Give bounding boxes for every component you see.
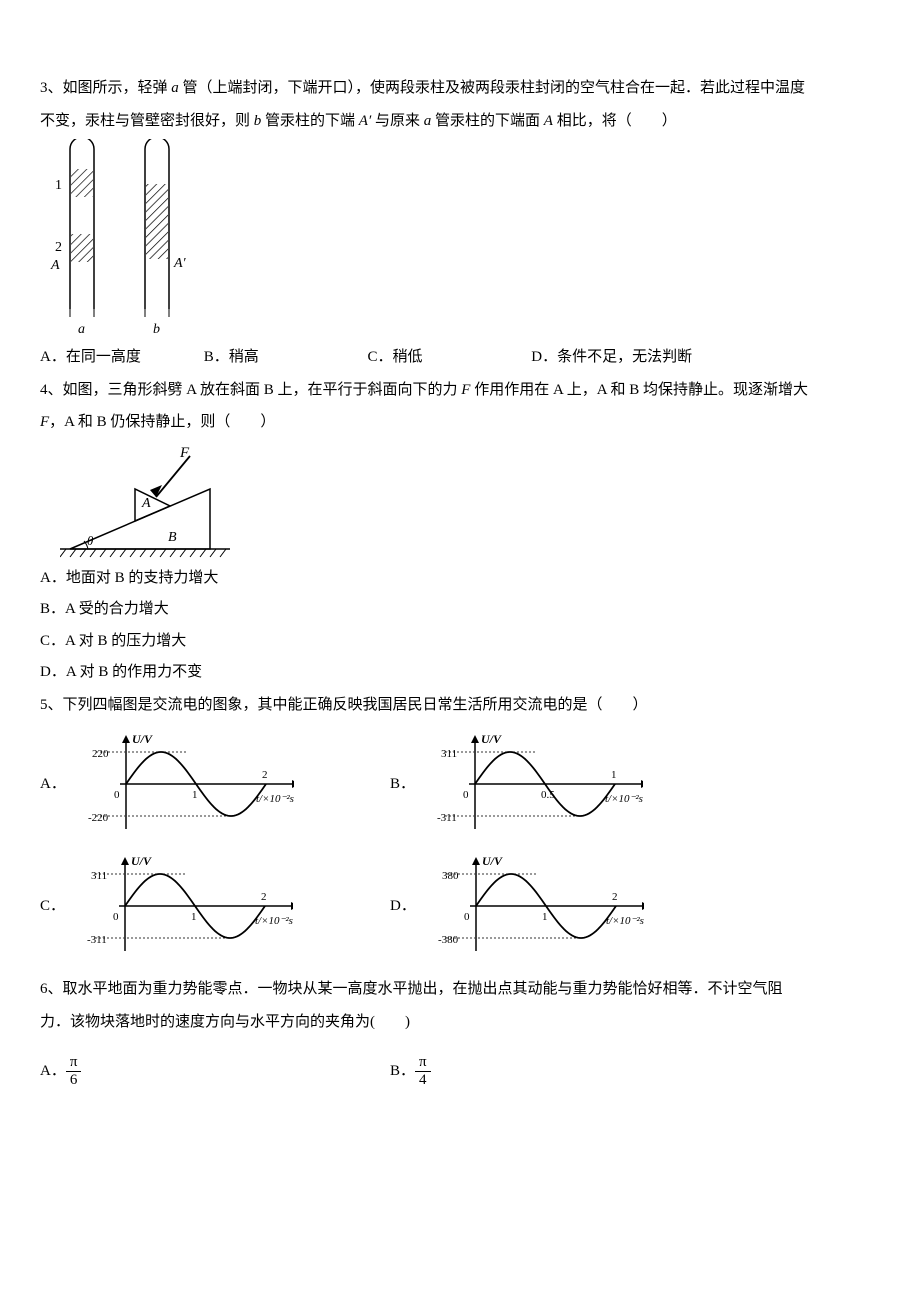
svg-text:-220: -220 <box>88 812 109 824</box>
q3-var-Ap: A′ <box>359 113 371 129</box>
svg-text:0: 0 <box>463 789 469 801</box>
q3-var-a: a <box>171 80 179 96</box>
q5-graphB: U/V t/×10⁻²s 311 -311 0 0.5 1 <box>423 729 643 839</box>
svg-text:t/×10⁻²s: t/×10⁻²s <box>606 915 644 927</box>
q6-optB-den: 4 <box>415 1072 431 1089</box>
q4-optA: A．地面对 B 的支持力增大 <box>40 564 880 593</box>
q3-text-g: 相比，将（ ） <box>553 113 677 129</box>
q4-text-b: 作用作用在 A 上，A 和 B 均保持静止。现逐渐增大 <box>470 382 808 398</box>
label-2: 2 <box>55 240 62 255</box>
tube-b: A′ b <box>145 139 187 337</box>
svg-text:t/×10⁻²s: t/×10⁻²s <box>256 793 294 805</box>
label-a: a <box>78 322 85 337</box>
svg-text:2: 2 <box>612 891 618 903</box>
q4-text-c: F <box>40 414 49 430</box>
q3-text-e: 与原来 <box>371 113 424 129</box>
svg-text:2: 2 <box>262 769 268 781</box>
q6-optA-letter: A． <box>40 1057 66 1086</box>
svg-text:1: 1 <box>542 911 548 923</box>
q4-line1: 4、如图，三角形斜劈 A 放在斜面 B 上，在平行于斜面向下的力 F 作用作用在… <box>40 376 880 405</box>
q6-optB-num: π <box>415 1054 431 1072</box>
svg-text:0: 0 <box>464 911 470 923</box>
q5-text: 5、下列四幅图是交流电的图象，其中能正确反映我国居民日常生活所用交流电的是（ ） <box>40 691 880 720</box>
label-F: F <box>179 445 190 461</box>
svg-text:-311: -311 <box>437 812 457 824</box>
q6-optA-num: π <box>66 1054 82 1072</box>
svg-text:U/V: U/V <box>481 732 502 746</box>
q3-optA: A．在同一高度 <box>40 343 200 372</box>
q6-line1: 6、取水平地面为重力势能零点．一物块从某一高度水平抛出，在抛出点其动能与重力势能… <box>40 975 880 1004</box>
label-b: b <box>153 322 160 337</box>
q3-line1: 3、如图所示，轻弹 a 管（上端封闭，下端开口），使两段汞柱及被两段汞柱封闭的空… <box>40 74 880 103</box>
q3-text-a: 3、如图所示，轻弹 <box>40 80 171 96</box>
q5-letterB: B． <box>390 770 415 799</box>
svg-text:220: 220 <box>92 748 109 760</box>
q4-line2: F，A 和 B 仍保持静止，则（ ） <box>40 408 880 437</box>
q4-optC: C．A 对 B 的压力增大 <box>40 627 880 656</box>
q5-graphC: U/V t/×10⁻²s 311 -311 0 1 2 <box>73 851 293 961</box>
q6-optA-den: 6 <box>66 1072 82 1089</box>
q3-options: A．在同一高度 B．稍高 C．稍低 D．条件不足，无法判断 <box>40 343 880 372</box>
q5-graphs: A． U/Vt/×10⁻²s220-220012 B． U/Vt/×10⁻²s3… <box>40 723 880 967</box>
q3-line2: 不变，汞柱与管壁密封很好，则 b 管汞柱的下端 A′ 与原来 a 管汞柱的下端面… <box>40 107 880 136</box>
q6-optA: A． π 6 <box>40 1054 390 1088</box>
q3-optC: C．稍低 <box>368 343 528 372</box>
q3-optB: B．稍高 <box>204 343 364 372</box>
label-A-wedge: A <box>141 496 151 511</box>
q4-optD: D．A 对 B 的作用力不变 <box>40 658 880 687</box>
q3-optD: D．条件不足，无法判断 <box>531 343 751 372</box>
svg-text:U/V: U/V <box>482 854 503 868</box>
q5-graphD: U/V t/×10⁻²s 380 -380 0 1 2 <box>424 851 644 961</box>
q5-letterA: A． <box>40 770 66 799</box>
q3-text-f: 管汞柱的下端面 <box>431 113 544 129</box>
q3-figure: 1 2 A a A′ b <box>40 139 880 339</box>
q3-var-A: A <box>544 113 553 129</box>
svg-text:U/V: U/V <box>131 854 152 868</box>
svg-text:1: 1 <box>192 789 198 801</box>
svg-text:311: 311 <box>91 870 107 882</box>
label-A: A <box>50 258 60 273</box>
q4-optB: B．A 受的合力增大 <box>40 595 880 624</box>
svg-text:-380: -380 <box>438 934 459 946</box>
tube-a: 1 2 A a <box>50 139 94 337</box>
q3-tubes-svg: 1 2 A a A′ b <box>40 139 210 339</box>
q6-optB: B． π 4 <box>390 1054 740 1088</box>
svg-text:-311: -311 <box>87 934 107 946</box>
svg-text:t/×10⁻²s: t/×10⁻²s <box>605 793 643 805</box>
svg-text:311: 311 <box>441 748 457 760</box>
svg-text:2: 2 <box>261 891 267 903</box>
q3-text-b: 管（上端封闭，下端开口），使两段汞柱及被两段汞柱封闭的空气柱合在一起．若此过程中… <box>179 80 805 96</box>
q5-letterC: C． <box>40 892 65 921</box>
svg-text:380: 380 <box>442 870 459 882</box>
q6-line2: 力．该物块落地时的速度方向与水平方向的夹角为( ) <box>40 1008 880 1037</box>
q3-text-c: 不变，汞柱与管壁密封很好，则 <box>40 113 254 129</box>
q6-optB-letter: B． <box>390 1057 415 1086</box>
q5-graphA: U/V t/×10⁻²s 220 -220 0 1 2 <box>74 729 294 839</box>
q4-incline-svg: F A B θ <box>60 441 240 561</box>
label-Ap: A′ <box>173 256 187 271</box>
label-1: 1 <box>55 178 62 193</box>
q3-text-d: 管汞柱的下端 <box>261 113 359 129</box>
svg-text:0: 0 <box>113 911 119 923</box>
svg-text:U/V: U/V <box>132 732 153 746</box>
q4-text-a: 4、如图，三角形斜劈 A 放在斜面 B 上，在平行于斜面向下的力 <box>40 382 461 398</box>
svg-text:0.5: 0.5 <box>541 789 555 801</box>
svg-text:1: 1 <box>191 911 197 923</box>
label-B-wedge: B <box>168 530 177 545</box>
q4-text-d: ，A 和 B 仍保持静止，则（ ） <box>49 414 275 430</box>
svg-text:t/×10⁻²s: t/×10⁻²s <box>255 915 293 927</box>
label-theta: θ <box>87 533 94 548</box>
svg-text:1: 1 <box>611 769 617 781</box>
q4-figure: F A B θ <box>60 441 880 561</box>
svg-text:0: 0 <box>114 789 120 801</box>
q5-letterD: D． <box>390 892 416 921</box>
